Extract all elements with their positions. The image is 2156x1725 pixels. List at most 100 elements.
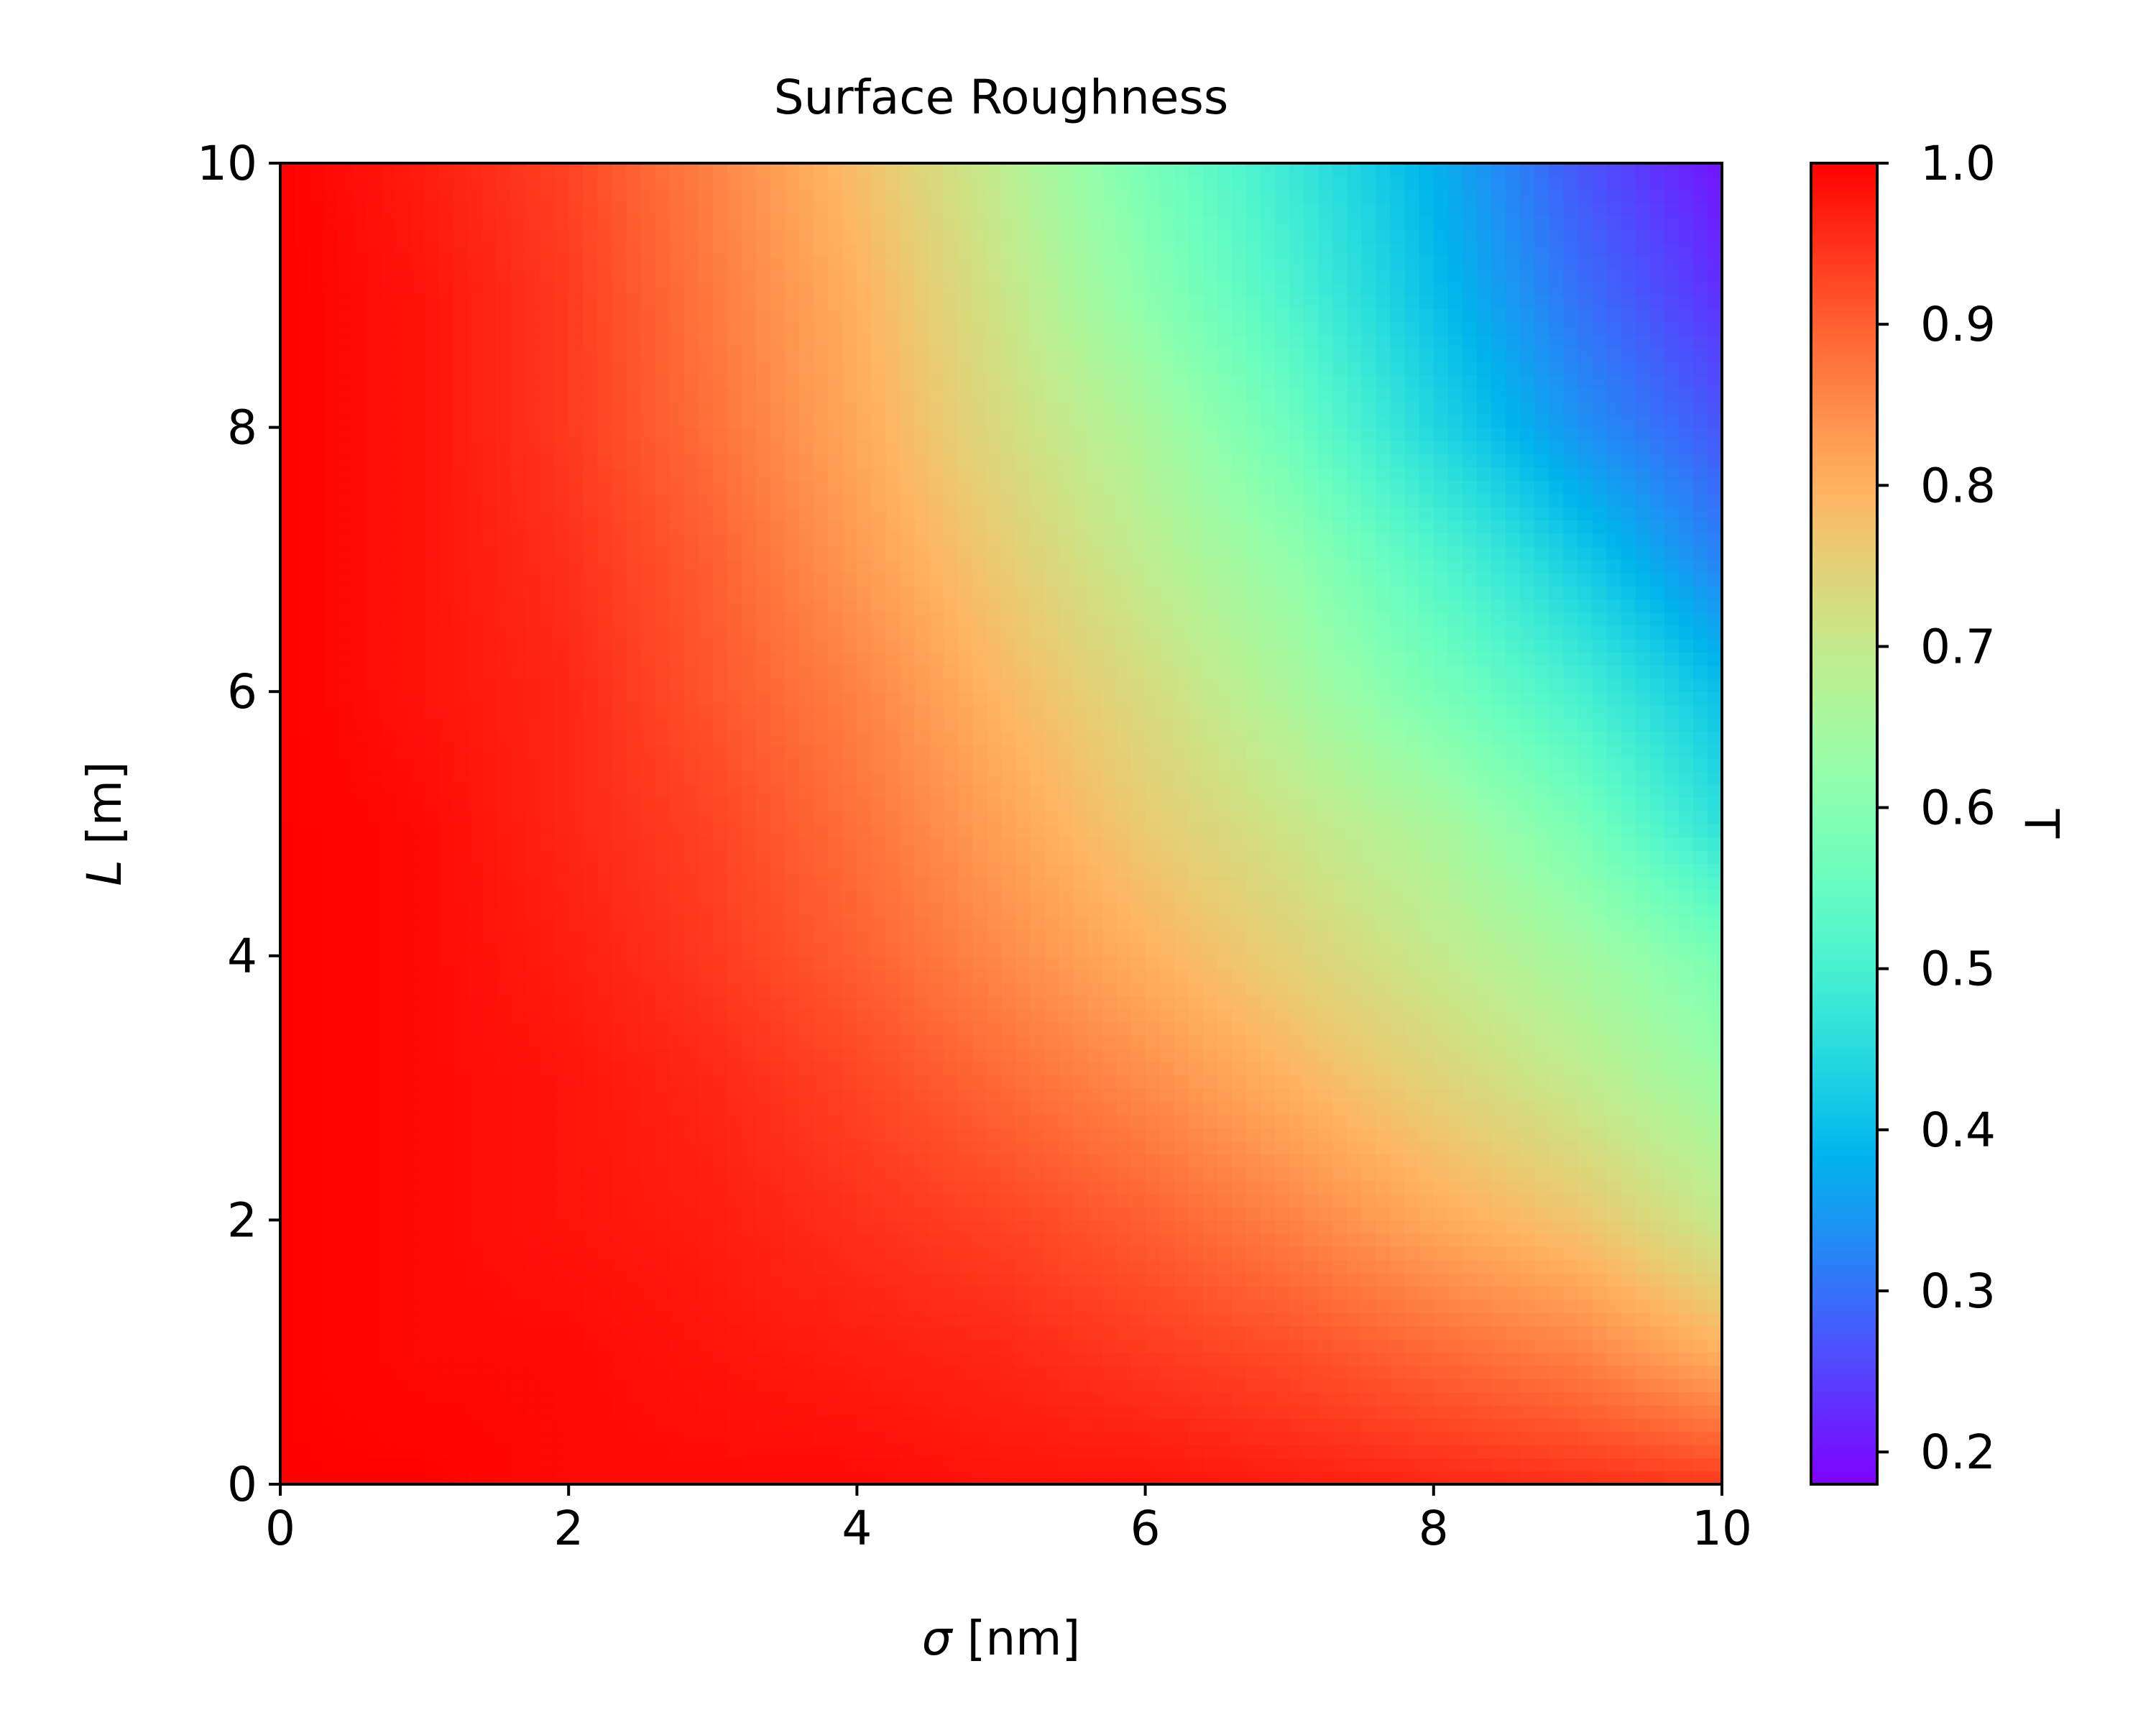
- heatmap-cell: [597, 1378, 613, 1393]
- heatmap-cell: [583, 1061, 599, 1076]
- heatmap-cell: [1520, 1207, 1536, 1221]
- heatmap-cell: [986, 824, 1002, 838]
- heatmap-cell: [1059, 1100, 1074, 1116]
- heatmap-cell: [309, 942, 324, 957]
- heatmap-cell: [914, 1127, 930, 1141]
- heatmap-cell: [1130, 942, 1146, 957]
- heatmap-cell: [496, 1338, 512, 1353]
- heatmap-cell: [655, 1404, 671, 1419]
- heatmap-cell: [381, 1075, 397, 1089]
- heatmap-cell: [525, 1299, 540, 1313]
- heatmap-cell: [568, 837, 584, 851]
- heatmap-cell: [1044, 1299, 1060, 1313]
- heatmap-cell: [770, 876, 786, 891]
- heatmap-cell: [1707, 1233, 1723, 1247]
- heatmap-cell: [1246, 1075, 1261, 1089]
- heatmap-cell: [1130, 929, 1146, 944]
- heatmap-cell: [1231, 1154, 1247, 1168]
- heatmap-cell: [410, 1075, 425, 1089]
- heatmap-cell: [525, 876, 540, 891]
- heatmap-cell: [1347, 850, 1363, 864]
- heatmap-cell: [1419, 916, 1434, 930]
- heatmap-cell: [1476, 1352, 1492, 1366]
- heatmap-cell: [770, 1444, 786, 1459]
- heatmap-cell: [1361, 1035, 1377, 1049]
- heatmap-cell: [1044, 1048, 1060, 1062]
- heatmap-cell: [1130, 1114, 1146, 1128]
- heatmap-cell: [1304, 1141, 1319, 1155]
- heatmap-cell: [280, 1286, 295, 1300]
- heatmap-cell: [842, 1008, 858, 1023]
- heatmap-cell: [1001, 824, 1016, 838]
- heatmap-cell: [352, 1141, 368, 1155]
- heatmap-cell: [1664, 1087, 1680, 1102]
- heatmap-cell: [828, 903, 844, 917]
- heatmap-cell: [1030, 1167, 1045, 1182]
- heatmap-cell: [1073, 889, 1089, 904]
- heatmap-cell: [1635, 942, 1651, 957]
- heatmap-cell: [1447, 1338, 1463, 1353]
- heatmap-cell: [352, 1035, 368, 1049]
- heatmap-cell: [943, 1378, 959, 1393]
- heatmap-cell: [540, 1352, 555, 1366]
- heatmap-cell: [1563, 1418, 1579, 1432]
- heatmap-cell: [1174, 1008, 1189, 1023]
- heatmap-cell: [1015, 1325, 1031, 1340]
- heatmap-cell: [309, 1087, 324, 1102]
- heatmap-cell: [1577, 1365, 1593, 1379]
- heatmap-cell: [1217, 903, 1233, 917]
- heatmap-cell: [929, 1008, 944, 1023]
- heatmap-cell: [1261, 1378, 1276, 1393]
- heatmap-cell: [1102, 1220, 1118, 1234]
- heatmap-cell: [785, 1100, 800, 1116]
- heatmap-cell: [540, 1378, 555, 1393]
- heatmap-cell: [1044, 1404, 1060, 1419]
- heatmap-cell: [510, 929, 526, 944]
- heatmap-cell: [1073, 1087, 1089, 1102]
- heatmap-cell: [280, 876, 295, 891]
- heatmap-cell: [438, 1458, 454, 1472]
- heatmap-cell: [482, 876, 497, 891]
- heatmap-cell: [1376, 1127, 1391, 1141]
- heatmap-cell: [612, 1193, 627, 1208]
- heatmap-cell: [453, 1193, 469, 1208]
- heatmap-cell: [309, 916, 324, 930]
- heatmap-cell: [1621, 1286, 1636, 1300]
- heatmap-cell: [295, 1141, 310, 1155]
- heatmap-cell: [1534, 1154, 1550, 1168]
- heatmap-cell: [1289, 876, 1305, 891]
- heatmap-cell: [640, 1431, 656, 1445]
- heatmap-cell: [871, 995, 887, 1010]
- heatmap-cell: [1217, 1418, 1233, 1432]
- heatmap-cell: [395, 903, 411, 917]
- heatmap-cell: [785, 863, 800, 878]
- heatmap-cell: [1130, 916, 1146, 930]
- heatmap-cell: [1044, 1338, 1060, 1353]
- heatmap-cell: [1087, 889, 1103, 904]
- heatmap-cell: [1361, 1193, 1377, 1208]
- heatmap-cell: [1116, 1325, 1132, 1340]
- heatmap-cell: [1145, 969, 1161, 983]
- heatmap-cell: [1261, 1418, 1276, 1432]
- heatmap-cell: [986, 1286, 1002, 1300]
- heatmap-cell: [741, 1338, 757, 1353]
- heatmap-cell: [683, 903, 699, 917]
- heatmap-cell: [1549, 995, 1565, 1010]
- heatmap-cell: [698, 837, 714, 851]
- heatmap-cell: [785, 1378, 800, 1393]
- heatmap-cell: [1419, 1193, 1434, 1208]
- heatmap-cell: [626, 1392, 642, 1406]
- heatmap-cell: [655, 824, 671, 838]
- heatmap-cell: [1404, 1061, 1420, 1076]
- heatmap-cell: [727, 1087, 742, 1102]
- heatmap-cell: [1347, 1338, 1363, 1353]
- heatmap-cell: [1188, 1312, 1204, 1327]
- heatmap-cell: [410, 1141, 425, 1155]
- heatmap-cell: [1318, 1154, 1334, 1168]
- heatmap-cell: [1289, 1061, 1305, 1076]
- heatmap-cell: [1261, 1471, 1276, 1485]
- heatmap-cell: [900, 1338, 916, 1353]
- heatmap-cell: [871, 1431, 887, 1445]
- heatmap-cell: [367, 916, 382, 930]
- heatmap-cell: [540, 1325, 555, 1340]
